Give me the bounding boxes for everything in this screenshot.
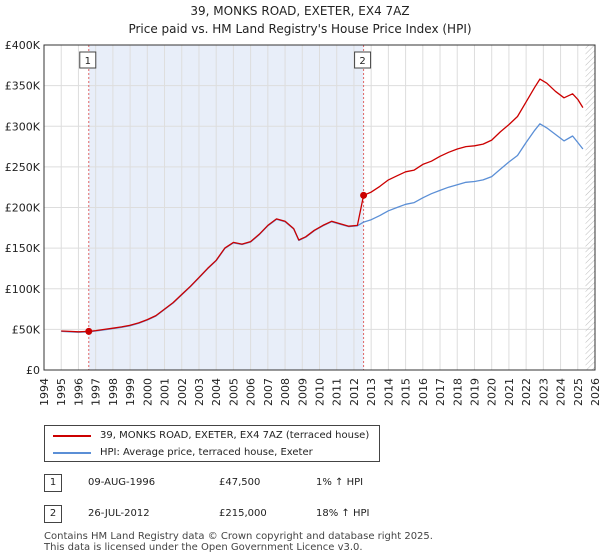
transaction-price: £47,500 — [219, 477, 261, 488]
y-tick-label: £50K — [12, 323, 41, 336]
y-tick-label: £300K — [5, 120, 41, 133]
property-price-line — [61, 78, 584, 333]
x-tick-label: 2008 — [279, 378, 292, 406]
legend-label-hpi: HPI: Average price, terraced house, Exet… — [100, 447, 313, 458]
transaction-label-box — [79, 51, 97, 69]
x-tick-label: 2013 — [365, 378, 378, 406]
x-tick-label: 2014 — [382, 378, 395, 406]
future-hatch — [585, 45, 595, 370]
x-tick-label: 2002 — [176, 378, 189, 406]
legend-label-property: 39, MONKS ROAD, EXETER, EX4 7AZ (terrace… — [100, 430, 370, 441]
x-tick-label: 2026 — [589, 378, 600, 406]
transaction-date: 26-JUL-2012 — [88, 508, 150, 519]
x-tick-label: 2015 — [400, 378, 413, 406]
legend-swatch-property — [53, 435, 91, 437]
x-tick-label: 1997 — [90, 378, 103, 406]
x-tick-label: 2016 — [417, 378, 430, 406]
x-tick-label: 1998 — [107, 378, 120, 406]
x-tick-label: 2003 — [193, 378, 206, 406]
footer-copyright: Contains HM Land Registry data © Crown c… — [44, 531, 433, 542]
y-tick-label: £0 — [26, 364, 40, 377]
x-tick-label: 2024 — [555, 378, 568, 406]
x-tick-label: 2020 — [486, 378, 499, 406]
footer-licence: This data is licensed under the Open Gov… — [44, 542, 363, 553]
transaction-label-box — [354, 51, 372, 69]
x-tick-label: 2011 — [331, 378, 344, 406]
legend-swatch-hpi — [53, 452, 91, 454]
price-chart: 1994 1995 1996 1997 1998 1999 2000 2001 2002 2003… — [5, 39, 600, 406]
y-tick-label: £100K — [5, 283, 41, 296]
chart-subtitle: Price paid vs. HM Land Registry's House … — [128, 22, 472, 36]
y-tick-label: £200K — [5, 202, 41, 215]
chart-title: 39, MONKS ROAD, EXETER, EX4 7AZ — [190, 4, 410, 18]
transaction-label: 1 — [79, 51, 97, 69]
x-tick-label: 1994 — [38, 378, 51, 406]
transaction-hpi: 18% ↑ HPI — [316, 508, 370, 519]
x-tick-label: 1996 — [72, 378, 85, 406]
x-tick-label: 2000 — [141, 378, 154, 406]
y-tick-label: £150K — [5, 242, 41, 255]
y-tick-label: £250K — [5, 161, 41, 174]
x-tick-label: 2010 — [314, 378, 327, 406]
transaction-hpi: 1% ↑ HPI — [316, 477, 364, 488]
y-tick-label: £400K — [5, 39, 41, 52]
x-tick-label: 2018 — [451, 378, 464, 406]
x-tick-label: 2019 — [468, 378, 481, 406]
legend: 39, MONKS ROAD, EXETER, EX4 7AZ (terrace… — [44, 425, 380, 462]
transaction-price: £215,000 — [219, 508, 267, 519]
transaction-date: 09-AUG-1996 — [88, 477, 156, 488]
x-tick-label: 2012 — [348, 378, 361, 406]
x-tick-label: 2025 — [572, 378, 585, 406]
transaction-label-text: 1 — [85, 56, 91, 67]
plot-border — [43, 44, 596, 371]
x-tick-label: 1999 — [124, 378, 137, 406]
transaction-point — [85, 327, 93, 335]
y-tick-label: £350K — [5, 80, 41, 93]
x-tick-label: 2001 — [159, 378, 172, 406]
x-tick-label: 2007 — [262, 378, 275, 406]
transaction-marker: 2 — [44, 505, 62, 523]
x-tick-label: 2017 — [434, 378, 447, 406]
x-tick-label: 2006 — [245, 378, 258, 406]
x-tick-label: 2022 — [520, 378, 533, 406]
x-tick-label: 2021 — [503, 378, 516, 406]
transaction-point — [360, 191, 368, 199]
x-tick-label: 2004 — [210, 378, 223, 406]
transaction-marker: 1 — [44, 474, 62, 492]
x-tick-label: 2005 — [227, 378, 240, 406]
x-tick-label: 1995 — [55, 378, 68, 406]
x-tick-label: 2023 — [537, 378, 550, 406]
transaction-label-text: 2 — [359, 56, 365, 67]
x-tick-label: 2009 — [296, 378, 309, 406]
transaction-label: 2 — [354, 51, 372, 69]
